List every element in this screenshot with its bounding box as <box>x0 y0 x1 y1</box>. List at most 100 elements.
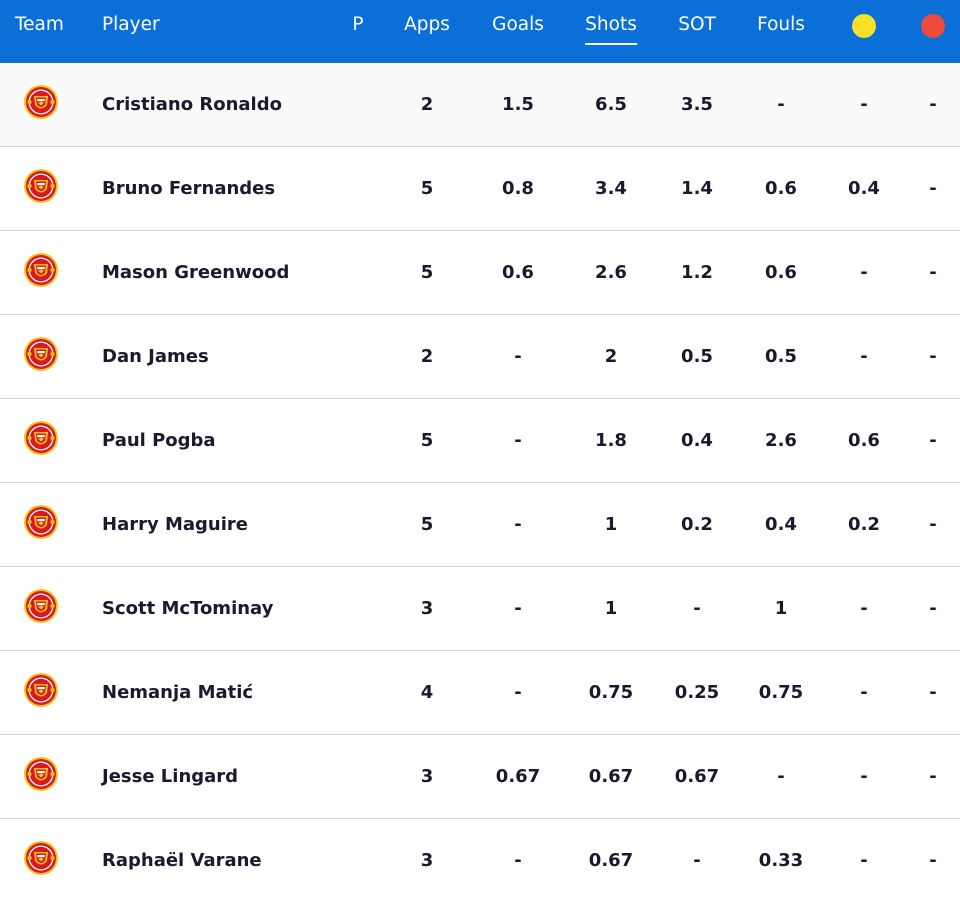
manchester-united-crest-icon <box>24 757 58 791</box>
header-fouls[interactable]: Fouls <box>757 14 805 35</box>
player-name[interactable]: Cristiano Ronaldo <box>102 94 282 115</box>
yellow-cards-value: - <box>860 598 868 619</box>
yellow-cards-value: - <box>860 94 868 115</box>
manchester-united-crest-icon <box>24 253 58 287</box>
fouls-value: 0.33 <box>758 850 804 871</box>
goals-value: 1.5 <box>502 94 534 115</box>
yellow-cards-value: - <box>860 262 868 283</box>
yellow-cards-value: 0.2 <box>848 514 880 535</box>
sort-indicator <box>585 43 637 45</box>
yellow-card-icon[interactable] <box>852 14 876 38</box>
apps-value: 2 <box>420 94 434 115</box>
player-name[interactable]: Bruno Fernandes <box>102 178 276 199</box>
player-name[interactable]: Jesse Lingard <box>102 766 239 787</box>
yellow-cards-value: 0.4 <box>848 178 880 199</box>
player-name[interactable]: Raphaël Varane <box>102 850 262 871</box>
red-cards-value: - <box>929 514 937 535</box>
table-row[interactable]: Cristiano Ronaldo 2 1.5 6.5 3.5 - - - <box>0 63 960 147</box>
fouls-value: 0.4 <box>765 514 797 535</box>
manchester-united-crest-icon <box>24 589 58 623</box>
header-goals[interactable]: Goals <box>492 14 544 35</box>
apps-value: 5 <box>420 178 434 199</box>
red-card-icon[interactable] <box>921 14 945 38</box>
header-shots-label: Shots <box>585 14 637 35</box>
player-name[interactable]: Nemanja Matić <box>102 682 254 703</box>
red-cards-value: - <box>929 430 937 451</box>
table-row[interactable]: Scott McTominay 3 - 1 - 1 - - <box>0 567 960 651</box>
header-team[interactable]: Team <box>15 14 64 35</box>
sot-value: 0.67 <box>674 766 720 787</box>
fouls-value: 0.5 <box>765 346 797 367</box>
shots-value: 3.4 <box>595 178 627 199</box>
shots-value: 0.67 <box>588 766 634 787</box>
shots-value: 1.8 <box>595 430 627 451</box>
sot-value: 0.2 <box>681 514 713 535</box>
player-stats-table: Cristiano Ronaldo 2 1.5 6.5 3.5 - - - Br… <box>0 63 960 902</box>
red-cards-value: - <box>929 682 937 703</box>
red-cards-value: - <box>929 178 937 199</box>
goals-value: 0.67 <box>495 766 541 787</box>
player-name[interactable]: Harry Maguire <box>102 514 248 535</box>
apps-value: 4 <box>420 682 434 703</box>
player-name[interactable]: Mason Greenwood <box>102 262 290 283</box>
sot-value: 0.4 <box>681 430 713 451</box>
sot-value: 0.5 <box>681 346 713 367</box>
shots-value: 1 <box>604 514 618 535</box>
goals-value: - <box>514 682 522 703</box>
red-cards-value: - <box>929 94 937 115</box>
player-name[interactable]: Scott McTominay <box>102 598 274 619</box>
header-p[interactable]: P <box>352 14 364 35</box>
goals-value: 0.8 <box>502 178 534 199</box>
fouls-value: 0.75 <box>758 682 804 703</box>
apps-value: 3 <box>420 598 434 619</box>
red-cards-value: - <box>929 850 937 871</box>
table-row[interactable]: Nemanja Matić 4 - 0.75 0.25 0.75 - - <box>0 651 960 735</box>
red-cards-value: - <box>929 262 937 283</box>
yellow-cards-value: - <box>860 850 868 871</box>
manchester-united-crest-icon <box>24 841 58 875</box>
fouls-value: 0.6 <box>765 262 797 283</box>
sot-value: - <box>693 598 701 619</box>
goals-value: - <box>514 850 522 871</box>
shots-value: 2.6 <box>595 262 627 283</box>
yellow-cards-value: 0.6 <box>848 430 880 451</box>
player-name[interactable]: Dan James <box>102 346 209 367</box>
table-row[interactable]: Raphaël Varane 3 - 0.67 - 0.33 - - <box>0 819 960 902</box>
red-cards-value: - <box>929 598 937 619</box>
shots-value: 2 <box>604 346 618 367</box>
goals-value: - <box>514 598 522 619</box>
manchester-united-crest-icon <box>24 85 58 119</box>
player-name[interactable]: Paul Pogba <box>102 430 216 451</box>
table-row[interactable]: Dan James 2 - 2 0.5 0.5 - - <box>0 315 960 399</box>
apps-value: 2 <box>420 346 434 367</box>
sot-value: - <box>693 850 701 871</box>
shots-value: 6.5 <box>595 94 627 115</box>
goals-value: 0.6 <box>502 262 534 283</box>
fouls-value: - <box>777 766 785 787</box>
manchester-united-crest-icon <box>24 169 58 203</box>
yellow-cards-value: - <box>860 766 868 787</box>
header-player[interactable]: Player <box>102 14 160 35</box>
table-row[interactable]: Paul Pogba 5 - 1.8 0.4 2.6 0.6 - <box>0 399 960 483</box>
apps-value: 3 <box>420 766 434 787</box>
sot-value: 1.4 <box>681 178 713 199</box>
yellow-cards-value: - <box>860 682 868 703</box>
fouls-value: 1 <box>774 598 788 619</box>
table-row[interactable]: Bruno Fernandes 5 0.8 3.4 1.4 0.6 0.4 - <box>0 147 960 231</box>
fouls-value: - <box>777 94 785 115</box>
red-cards-value: - <box>929 766 937 787</box>
goals-value: - <box>514 514 522 535</box>
table-row[interactable]: Mason Greenwood 5 0.6 2.6 1.2 0.6 - - <box>0 231 960 315</box>
header-sot[interactable]: SOT <box>678 14 716 35</box>
table-row[interactable]: Harry Maguire 5 - 1 0.2 0.4 0.2 - <box>0 483 960 567</box>
yellow-cards-value: - <box>860 346 868 367</box>
manchester-united-crest-icon <box>24 505 58 539</box>
manchester-united-crest-icon <box>24 673 58 707</box>
apps-value: 3 <box>420 850 434 871</box>
header-apps[interactable]: Apps <box>404 14 450 35</box>
shots-value: 0.67 <box>588 850 634 871</box>
sot-value: 1.2 <box>681 262 713 283</box>
shots-value: 1 <box>604 598 618 619</box>
table-row[interactable]: Jesse Lingard 3 0.67 0.67 0.67 - - - <box>0 735 960 819</box>
header-shots[interactable]: Shots <box>585 0 637 63</box>
